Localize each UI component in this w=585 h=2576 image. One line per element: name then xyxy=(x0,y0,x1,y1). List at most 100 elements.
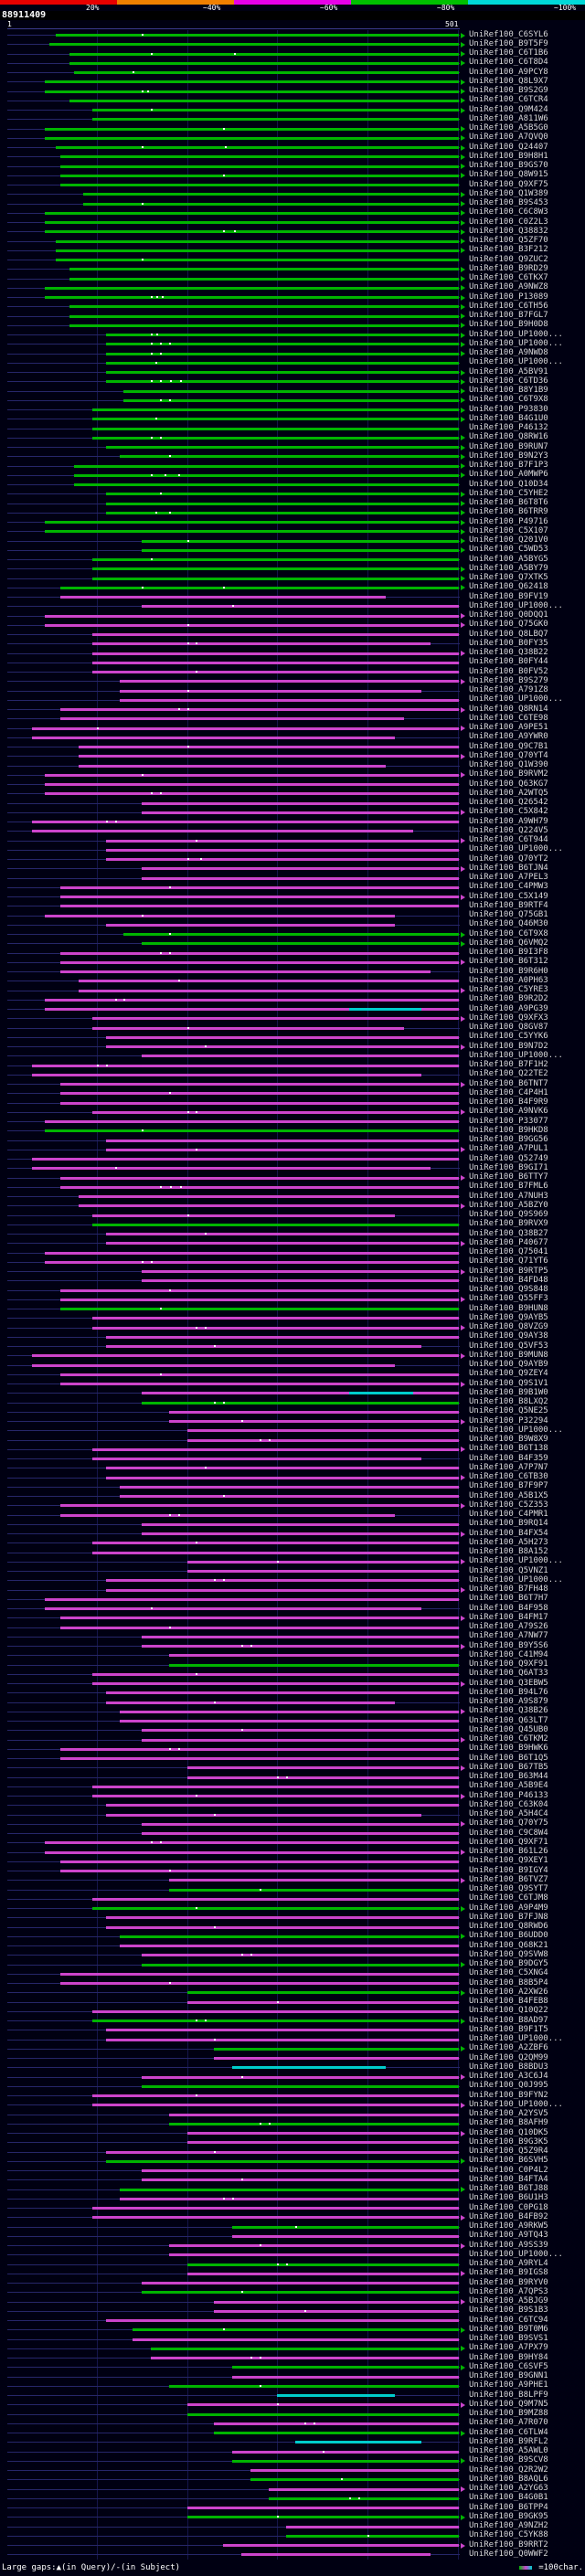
alignment-row[interactable]: UniRef100_B6U1H3 xyxy=(0,2194,585,2203)
subject-id-label[interactable]: UniRef100_B67TB5 xyxy=(469,1762,548,1772)
alignment-row[interactable]: UniRef100_A9S879 xyxy=(0,1697,585,1707)
alignment-row[interactable]: UniRef100_B6UDD0 xyxy=(0,1932,585,1941)
subject-id-label[interactable]: UniRef100_B6TJ88 xyxy=(469,2184,548,2193)
subject-id-label[interactable]: UniRef100_Q9AYB5 xyxy=(469,1312,548,1322)
alignment-row[interactable]: UniRef100_B9GG56 xyxy=(0,1135,585,1145)
alignment-row[interactable]: UniRef100_C5Z353 xyxy=(0,1500,585,1510)
subject-id-label[interactable]: UniRef100_C6TD36 xyxy=(469,376,548,386)
alignment-row[interactable]: UniRef100_Q38B27 xyxy=(0,1229,585,1238)
alignment-row[interactable]: UniRef100_A9PHE1 xyxy=(0,2381,585,2390)
alignment-row[interactable]: UniRef100_A79S26 xyxy=(0,1622,585,1632)
subject-id-label[interactable]: UniRef100_B9MUN8 xyxy=(469,1350,548,1360)
subject-id-label[interactable]: UniRef100_Q38B26 xyxy=(469,1706,548,1716)
subject-id-label[interactable]: UniRef100_UP1000... xyxy=(469,329,563,339)
alignment-row[interactable]: UniRef100_B6TNT7 xyxy=(0,1079,585,1088)
alignment-row[interactable]: UniRef100_Q6AT33 xyxy=(0,1670,585,1679)
subject-id-label[interactable]: UniRef100_Q5VF53 xyxy=(469,1341,548,1351)
alignment-row[interactable]: UniRef100_B6TVZ7 xyxy=(0,1875,585,1884)
subject-id-label[interactable]: UniRef100_C4PMR1 xyxy=(469,1510,548,1519)
subject-id-label[interactable]: UniRef100_B6T138 xyxy=(469,1444,548,1454)
alignment-row[interactable]: UniRef100_Q9C7B1 xyxy=(0,742,585,751)
subject-id-label[interactable]: UniRef100_B9GI71 xyxy=(469,1162,548,1172)
alignment-row[interactable]: UniRef100_C6TLW4 xyxy=(0,2428,585,2437)
subject-id-label[interactable]: UniRef100_Q9C7B1 xyxy=(469,741,548,751)
alignment-row[interactable]: UniRef100_Q8RWD6 xyxy=(0,1922,585,1932)
subject-id-label[interactable]: UniRef100_B61L26 xyxy=(469,1847,548,1856)
alignment-row[interactable]: UniRef100_B6T7H7 xyxy=(0,1595,585,1604)
subject-id-label[interactable]: UniRef100_A5B1X5 xyxy=(469,1490,548,1500)
subject-id-label[interactable]: UniRef100_B9RQ14 xyxy=(469,1519,548,1529)
subject-id-label[interactable]: UniRef100_A2ZBF6 xyxy=(469,2043,548,2053)
alignment-row[interactable]: UniRef100_A7P7N7 xyxy=(0,1463,585,1472)
subject-id-label[interactable]: UniRef100_A5BY79 xyxy=(469,563,548,573)
subject-id-label[interactable]: UniRef100_C6SVF5 xyxy=(469,2361,548,2371)
alignment-row[interactable]: UniRef100_Q1W390 xyxy=(0,760,585,770)
subject-id-label[interactable]: UniRef100_C4PMW3 xyxy=(469,882,548,892)
alignment-row[interactable]: UniRef100_A5BJG9 xyxy=(0,2296,585,2306)
subject-id-label[interactable]: UniRef100_B9G3K5 xyxy=(469,2136,548,2147)
alignment-row[interactable]: UniRef100_Q10D34 xyxy=(0,480,585,489)
alignment-row[interactable]: UniRef100_B7F1H2 xyxy=(0,1060,585,1070)
subject-id-label[interactable]: UniRef100_Q9AY38 xyxy=(469,1331,548,1341)
subject-id-label[interactable]: UniRef100_B9HY84 xyxy=(469,2352,548,2362)
alignment-row[interactable]: UniRef100_B4FB92 xyxy=(0,2212,585,2221)
alignment-row[interactable]: UniRef100_Q9XF71 xyxy=(0,1838,585,1847)
subject-id-label[interactable]: UniRef100_B0FV52 xyxy=(469,666,548,676)
subject-id-label[interactable]: UniRef100_C5YYK6 xyxy=(469,1032,548,1042)
alignment-row[interactable]: UniRef100_B8AD97 xyxy=(0,2016,585,2025)
alignment-row[interactable]: UniRef100_B9R2D2 xyxy=(0,995,585,1004)
subject-id-label[interactable]: UniRef100_Q6AT33 xyxy=(469,1669,548,1679)
alignment-row[interactable]: UniRef100_Q8W915 xyxy=(0,171,585,180)
subject-id-label[interactable]: UniRef100_B9F1T5 xyxy=(469,2024,548,2034)
subject-id-label[interactable]: UniRef100_B4FX54 xyxy=(469,1528,548,1538)
subject-id-label[interactable]: UniRef100_Q8W915 xyxy=(469,170,548,180)
alignment-row[interactable]: UniRef100_C5YRE3 xyxy=(0,985,585,995)
subject-id-label[interactable]: UniRef100_P93830 xyxy=(469,404,548,414)
subject-id-label[interactable]: UniRef100_C4P4H1 xyxy=(469,1087,548,1097)
alignment-row[interactable]: UniRef100_B94L76 xyxy=(0,1688,585,1697)
subject-id-label[interactable]: UniRef100_B6T312 xyxy=(469,957,548,967)
alignment-row[interactable]: UniRef100_Q26542 xyxy=(0,798,585,808)
alignment-row[interactable]: UniRef100_B9RRT2 xyxy=(0,2540,585,2549)
subject-id-label[interactable]: UniRef100_B4FEB8 xyxy=(469,1997,548,2006)
alignment-row[interactable]: UniRef100_Q9M424 xyxy=(0,105,585,114)
alignment-row[interactable]: UniRef100_B9RVX9 xyxy=(0,1220,585,1229)
alignment-row[interactable]: UniRef100_C5X842 xyxy=(0,808,585,817)
subject-id-label[interactable]: UniRef100_Q9XFX3 xyxy=(469,1012,548,1023)
subject-id-label[interactable]: UniRef100_B9DGY5 xyxy=(469,1959,548,1968)
subject-id-label[interactable]: UniRef100_B6TVZ7 xyxy=(469,1874,548,1884)
subject-id-label[interactable]: UniRef100_B4F958 xyxy=(469,1603,548,1613)
subject-id-label[interactable]: UniRef100_A9WH79 xyxy=(469,816,548,826)
alignment-row[interactable]: UniRef100_C6TE98 xyxy=(0,714,585,723)
subject-id-label[interactable]: UniRef100_B9SCV8 xyxy=(469,2455,548,2465)
alignment-row[interactable]: UniRef100_A5BZY0 xyxy=(0,1201,585,1210)
alignment-row[interactable]: UniRef100_Q5NE25 xyxy=(0,1407,585,1416)
alignment-row[interactable]: UniRef100_B8AQL6 xyxy=(0,2475,585,2484)
subject-id-label[interactable]: UniRef100_A5AWL0 xyxy=(469,2446,548,2455)
alignment-row[interactable]: UniRef100_C6TC94 xyxy=(0,2316,585,2325)
alignment-row[interactable]: UniRef100_B9GS70 xyxy=(0,161,585,171)
subject-id-label[interactable]: UniRef100_Q71YT6 xyxy=(469,1256,548,1267)
alignment-row[interactable]: UniRef100_B4G0B1 xyxy=(0,2494,585,2503)
subject-id-label[interactable]: UniRef100_Q9S848 xyxy=(469,1285,548,1294)
subject-id-label[interactable]: UniRef100_Q2QM99 xyxy=(469,2052,548,2062)
alignment-row[interactable]: UniRef100_A2XW26 xyxy=(0,1988,585,1997)
alignment-row[interactable]: UniRef100_B8A152 xyxy=(0,1547,585,1557)
subject-id-label[interactable]: UniRef100_C6TB30 xyxy=(469,1472,548,1481)
subject-id-label[interactable]: UniRef100_B4G1U0 xyxy=(469,413,548,423)
alignment-row[interactable]: UniRef100_B9MUN8 xyxy=(0,1351,585,1360)
alignment-row[interactable]: UniRef100_B7FGL7 xyxy=(0,311,585,321)
alignment-row[interactable]: UniRef100_A9RKW5 xyxy=(0,2221,585,2231)
alignment-row[interactable]: UniRef100_Q7XTK5 xyxy=(0,573,585,583)
subject-id-label[interactable]: UniRef100_Q1W390 xyxy=(469,760,548,769)
alignment-row[interactable]: UniRef100_A7R070 xyxy=(0,2419,585,2428)
alignment-row[interactable]: UniRef100_A9NVK6 xyxy=(0,1108,585,1117)
subject-id-label[interactable]: UniRef100_B9B1W0 xyxy=(469,1387,548,1397)
subject-id-label[interactable]: UniRef100_B6TNT7 xyxy=(469,1078,548,1088)
alignment-row[interactable]: UniRef100_B9N2Y3 xyxy=(0,451,585,461)
subject-id-label[interactable]: UniRef100_C6TKX7 xyxy=(469,273,548,282)
alignment-row[interactable]: UniRef100_A9PCY8 xyxy=(0,68,585,77)
alignment-row[interactable]: UniRef100_P40677 xyxy=(0,1238,585,1247)
subject-id-label[interactable]: UniRef100_A7QPS3 xyxy=(469,2286,548,2296)
subject-id-label[interactable]: UniRef100_Q5NE25 xyxy=(469,1406,548,1416)
